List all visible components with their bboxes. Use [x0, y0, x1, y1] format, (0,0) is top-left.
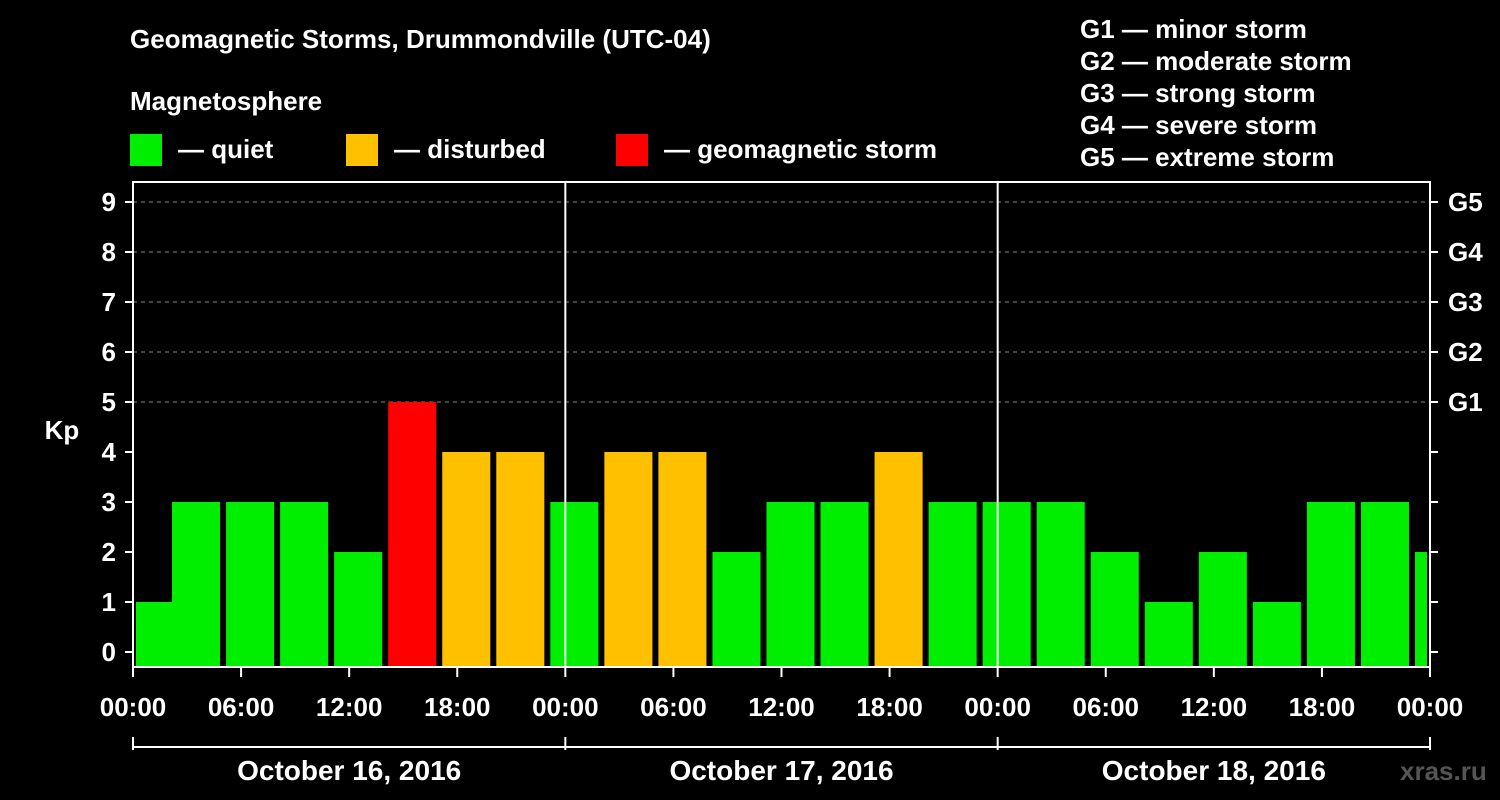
- x-tick-label: 00:00: [964, 692, 1031, 722]
- g-scale-g1: G1 — minor storm: [1080, 14, 1307, 44]
- kp-bar: [1252, 602, 1301, 667]
- x-tick-label: 06:00: [208, 692, 275, 722]
- y-tick-label: 1: [102, 587, 116, 617]
- kp-bar: [550, 502, 599, 667]
- g-level-label: G2: [1448, 337, 1483, 367]
- x-tick-label: 12:00: [316, 692, 383, 722]
- x-tick-label: 12:00: [1181, 692, 1248, 722]
- kp-bar: [712, 552, 761, 667]
- g-scale-g2: G2 — moderate storm: [1080, 46, 1352, 76]
- y-tick-label: 5: [102, 387, 116, 417]
- date-label: October 17, 2016: [669, 755, 893, 786]
- kp-bar: [1144, 602, 1193, 667]
- chart-title: Geomagnetic Storms, Drummondville (UTC-0…: [130, 24, 711, 54]
- kp-bar: [604, 452, 653, 667]
- date-label: October 16, 2016: [237, 755, 461, 786]
- g-scale-g4: G4 — severe storm: [1080, 110, 1318, 140]
- y-tick-label: 9: [102, 187, 116, 217]
- x-tick-label: 18:00: [1289, 692, 1356, 722]
- kp-bar: [982, 502, 1031, 667]
- legend-label-storm: — geomagnetic storm: [664, 134, 938, 164]
- g-scale-g5: G5 — extreme storm: [1080, 142, 1335, 172]
- kp-bar: [766, 502, 815, 667]
- g-level-label: G4: [1448, 237, 1483, 267]
- x-tick-label: 06:00: [640, 692, 707, 722]
- g-scale-g3: G3 — strong storm: [1080, 78, 1316, 108]
- kp-bar: [172, 502, 221, 667]
- kp-bar: [1198, 552, 1247, 667]
- g-level-label: G5: [1448, 187, 1483, 217]
- kp-bar: [874, 452, 923, 667]
- kp-bar: [334, 552, 383, 667]
- legend-swatch-quiet: [130, 134, 162, 166]
- y-tick-label: 2: [102, 537, 116, 567]
- x-tick-label: 00:00: [100, 692, 167, 722]
- kp-bar: [280, 502, 329, 667]
- x-tick-label: 18:00: [856, 692, 923, 722]
- kp-bar: [928, 502, 977, 667]
- x-tick-label: 06:00: [1073, 692, 1140, 722]
- x-tick-label: 18:00: [424, 692, 491, 722]
- kp-bar: [226, 502, 275, 667]
- kp-bar: [1036, 502, 1085, 667]
- kp-bar: [388, 402, 437, 667]
- y-tick-label: 6: [102, 337, 116, 367]
- x-tick-label: 00:00: [532, 692, 599, 722]
- x-tick-label: 12:00: [748, 692, 815, 722]
- legend-label-quiet: — quiet: [178, 134, 274, 164]
- y-tick-label: 8: [102, 237, 116, 267]
- y-axis-label: Kp: [45, 415, 80, 445]
- g-level-label: G3: [1448, 287, 1483, 317]
- kp-bar: [496, 452, 545, 667]
- legend-swatch-storm: [616, 134, 648, 166]
- y-tick-label: 3: [102, 487, 116, 517]
- kp-bar: [1306, 502, 1355, 667]
- g-level-label: G1: [1448, 387, 1483, 417]
- legend-label-disturbed: — disturbed: [394, 134, 546, 164]
- x-tick-label: 00:00: [1397, 692, 1464, 722]
- watermark: xras.ru: [1400, 756, 1487, 786]
- kp-bar: [1090, 552, 1139, 667]
- y-tick-label: 7: [102, 287, 116, 317]
- y-tick-label: 4: [102, 437, 117, 467]
- y-tick-label: 0: [102, 637, 116, 667]
- kp-bar: [658, 452, 707, 667]
- kp-bar: [820, 502, 869, 667]
- magnetosphere-label: Magnetosphere: [130, 86, 323, 116]
- kp-bar: [442, 452, 491, 667]
- kp-bar: [1360, 502, 1409, 667]
- legend-swatch-disturbed: [346, 134, 378, 166]
- kp-bar: [1414, 552, 1427, 667]
- date-label: October 18, 2016: [1102, 755, 1326, 786]
